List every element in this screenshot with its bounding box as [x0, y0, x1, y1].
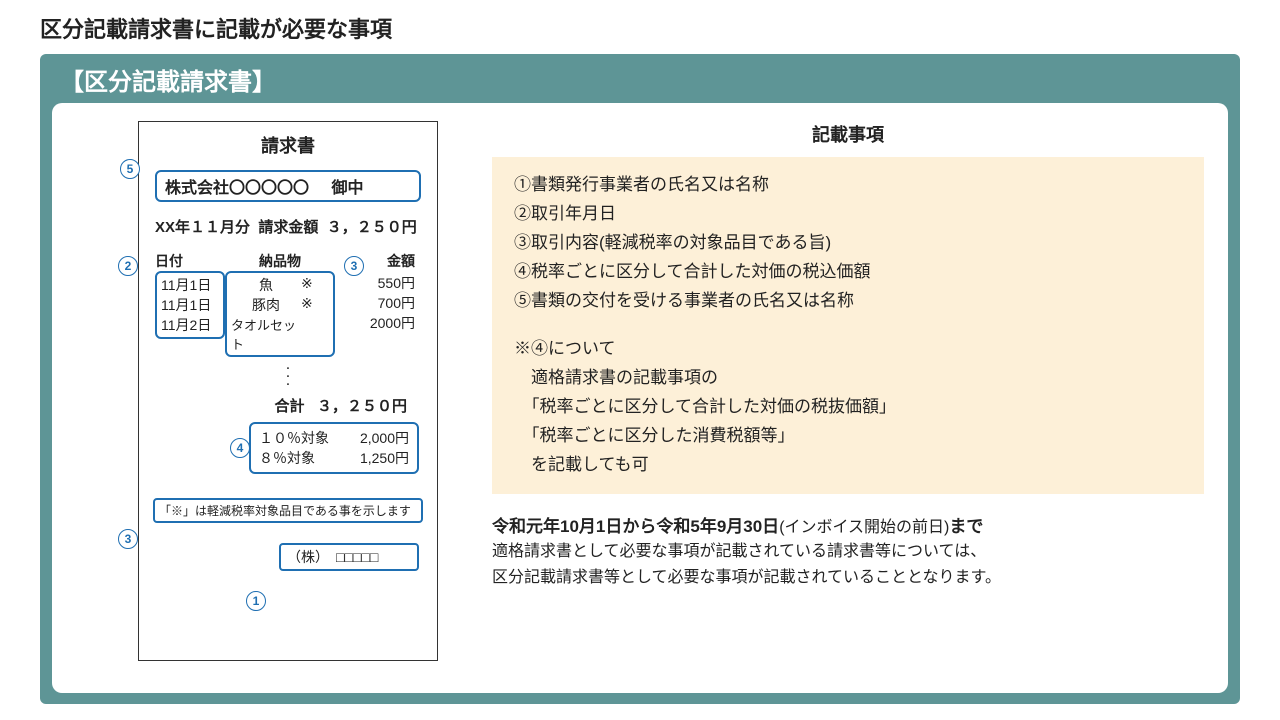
note-line: を記載しても可 — [514, 451, 1182, 480]
cell-item: 豚肉 — [231, 295, 301, 315]
follow-text: 適格請求書として必要な事項が記載されている請求書等については、 区分記載請求書等… — [492, 539, 1204, 590]
tax-value: 2,000円 — [360, 428, 409, 448]
invoice-sample: 請求書 株式会社〇〇〇〇〇 御中 XX年１１月分 請求金額 ３，２５０円 日付 … — [112, 121, 452, 675]
note-header: ※④について — [514, 335, 1182, 364]
date-box: 11月1日 11月1日 11月2日 — [155, 271, 225, 339]
description-column: 記載事項 ①書類発行事業者の氏名又は名称 ②取引年月日 ③取引内容(軽減税率の対… — [492, 121, 1204, 675]
header-item: 納品物 — [225, 251, 335, 271]
description-title: 記載事項 — [492, 121, 1204, 147]
marker-2-icon: 2 — [118, 256, 138, 276]
issuer-box: （株） □□□□□ — [279, 543, 419, 571]
item-line: ③取引内容(軽減税率の対象品目である旨) — [514, 229, 1182, 258]
amount-value: ３，２５０円 — [327, 219, 417, 236]
recipient-box: 株式会社〇〇〇〇〇 御中 — [155, 170, 421, 202]
header-date: 日付 — [155, 251, 225, 271]
item-line: ②取引年月日 — [514, 200, 1182, 229]
period-strong: 令和元年10月1日から令和5年9月30日 — [492, 517, 779, 536]
item-line: ④税率ごとに区分して合計した対価の税込価額 — [514, 258, 1182, 287]
item-line: ⑤書類の交付を受ける事業者の氏名又は名称 — [514, 287, 1182, 316]
table-row: 魚 ※ — [231, 275, 329, 295]
cell-date: 11月1日 — [161, 295, 219, 315]
cell-amount: 2000円 — [335, 313, 415, 333]
table-body: 11月1日 11月1日 11月2日 魚 ※ 豚肉 — [149, 271, 427, 357]
marker-3b-icon: 3 — [118, 529, 138, 549]
cell-date: 11月2日 — [161, 315, 219, 335]
tax-breakdown-box: １０％対象 2,000円 ８％対象 1,250円 — [249, 422, 419, 474]
invoice-frame: 請求書 株式会社〇〇〇〇〇 御中 XX年１１月分 請求金額 ３，２５０円 日付 … — [138, 121, 438, 661]
cell-mark: ※ — [301, 295, 313, 315]
tax-row: １０％対象 2,000円 — [259, 428, 409, 448]
table-row: タオルセット — [231, 315, 329, 353]
recipient-suffix: 御中 — [331, 180, 363, 197]
items-box: ①書類発行事業者の氏名又は名称 ②取引年月日 ③取引内容(軽減税率の対象品目であ… — [492, 157, 1204, 494]
cell-item: タオルセット — [231, 315, 301, 353]
cell-amount: 700円 — [335, 293, 415, 313]
follow-line: 区分記載請求書等として必要な事項が記載されていることとなります。 — [492, 565, 1204, 591]
summary-line: XX年１１月分 請求金額 ３，２５０円 — [149, 212, 427, 251]
note-line: 適格請求書の記載事項の — [514, 364, 1182, 393]
period-tail: まで — [949, 517, 983, 536]
tax-label: １０％対象 — [259, 428, 329, 448]
total-value: ３，２５０円 — [317, 398, 407, 415]
item-box: 魚 ※ 豚肉 ※ タオルセット — [225, 271, 335, 357]
table-header: 日付 納品物 金額 — [149, 251, 427, 271]
amount-label: 請求金額 — [258, 219, 318, 236]
ellipsis-icon: ... — [149, 357, 427, 395]
cell-amount: 550円 — [335, 273, 415, 293]
note-line: 「税率ごとに区分した消費税額等」 — [514, 422, 1182, 451]
follow-line: 適格請求書として必要な事項が記載されている請求書等については、 — [492, 539, 1204, 565]
outer-panel: 【区分記載請求書】 請求書 株式会社〇〇〇〇〇 御中 XX年１１月分 請求金額 … — [40, 54, 1240, 704]
cell-mark: ※ — [301, 275, 313, 295]
total-line: 合計 ３，２５０円 — [149, 395, 427, 416]
table-row: 豚肉 ※ — [231, 295, 329, 315]
period-line: 令和元年10月1日から令和5年9月30日(インボイス開始の前日)まで — [492, 512, 1204, 537]
marker-3-icon: 3 — [344, 256, 364, 276]
period-label: XX年１１月分 — [155, 219, 250, 236]
marker-5-icon: 5 — [120, 159, 140, 179]
tax-row: ８％対象 1,250円 — [259, 448, 409, 468]
total-label: 合計 — [274, 398, 304, 415]
note-box: 「※」は軽減税率対象品目である事を示します — [153, 498, 423, 523]
recipient-name: 株式会社〇〇〇〇〇 — [165, 180, 309, 197]
cell-date: 11月1日 — [161, 275, 219, 295]
note-line: 「税率ごとに区分して合計した対価の税抜価額」 — [514, 393, 1182, 422]
page-title: 区分記載請求書に記載が必要な事項 — [40, 12, 1240, 44]
tax-value: 1,250円 — [360, 448, 409, 468]
invoice-title: 請求書 — [149, 132, 427, 158]
period-paren: (インボイス開始の前日) — [779, 519, 949, 536]
marker-4-icon: 4 — [230, 438, 250, 458]
cell-item: 魚 — [231, 275, 301, 295]
tax-label: ８％対象 — [259, 448, 315, 468]
content-area: 請求書 株式会社〇〇〇〇〇 御中 XX年１１月分 請求金額 ３，２５０円 日付 … — [52, 103, 1228, 693]
amount-col: 550円 700円 2000円 — [335, 271, 415, 357]
marker-1-icon: 1 — [246, 591, 266, 611]
panel-title: 【区分記載請求書】 — [40, 54, 1240, 103]
item-line: ①書類発行事業者の氏名又は名称 — [514, 171, 1182, 200]
